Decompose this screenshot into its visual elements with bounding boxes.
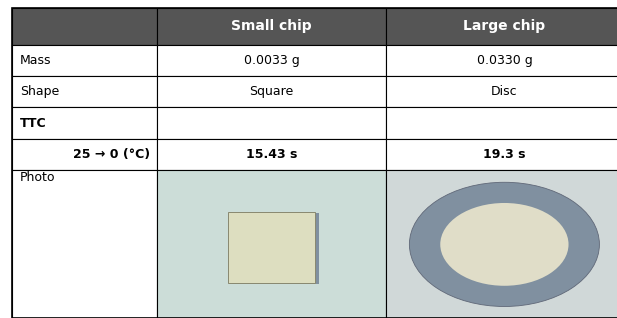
Text: Photo: Photo xyxy=(20,171,56,184)
Bar xyxy=(386,76,617,107)
Bar xyxy=(157,8,386,45)
Text: 0.0330 g: 0.0330 g xyxy=(476,54,532,67)
Bar xyxy=(157,76,386,107)
Ellipse shape xyxy=(409,182,599,307)
Bar xyxy=(386,170,617,318)
Text: 25 → 0 (°C): 25 → 0 (°C) xyxy=(73,148,150,161)
Text: 0.0033 g: 0.0033 g xyxy=(244,54,299,67)
Bar xyxy=(12,107,157,139)
Bar xyxy=(157,170,386,318)
Text: Large chip: Large chip xyxy=(463,19,545,33)
Bar xyxy=(228,212,315,283)
Text: TTC: TTC xyxy=(20,117,46,130)
Bar xyxy=(12,8,157,45)
Bar xyxy=(157,45,386,76)
Bar xyxy=(386,8,617,45)
Bar xyxy=(12,139,157,170)
Bar xyxy=(12,170,157,318)
Text: 15.43 s: 15.43 s xyxy=(246,148,297,161)
Text: Square: Square xyxy=(249,85,294,98)
Bar xyxy=(386,45,617,76)
Bar xyxy=(232,213,318,284)
Bar xyxy=(12,76,157,107)
Bar xyxy=(386,107,617,139)
Bar xyxy=(386,139,617,170)
Text: Mass: Mass xyxy=(20,54,51,67)
Text: Small chip: Small chip xyxy=(231,19,312,33)
Bar xyxy=(157,107,386,139)
Bar xyxy=(157,139,386,170)
Text: Disc: Disc xyxy=(491,85,518,98)
Text: Shape: Shape xyxy=(20,85,59,98)
Text: 19.3 s: 19.3 s xyxy=(483,148,526,161)
Ellipse shape xyxy=(441,203,568,286)
Bar xyxy=(12,45,157,76)
